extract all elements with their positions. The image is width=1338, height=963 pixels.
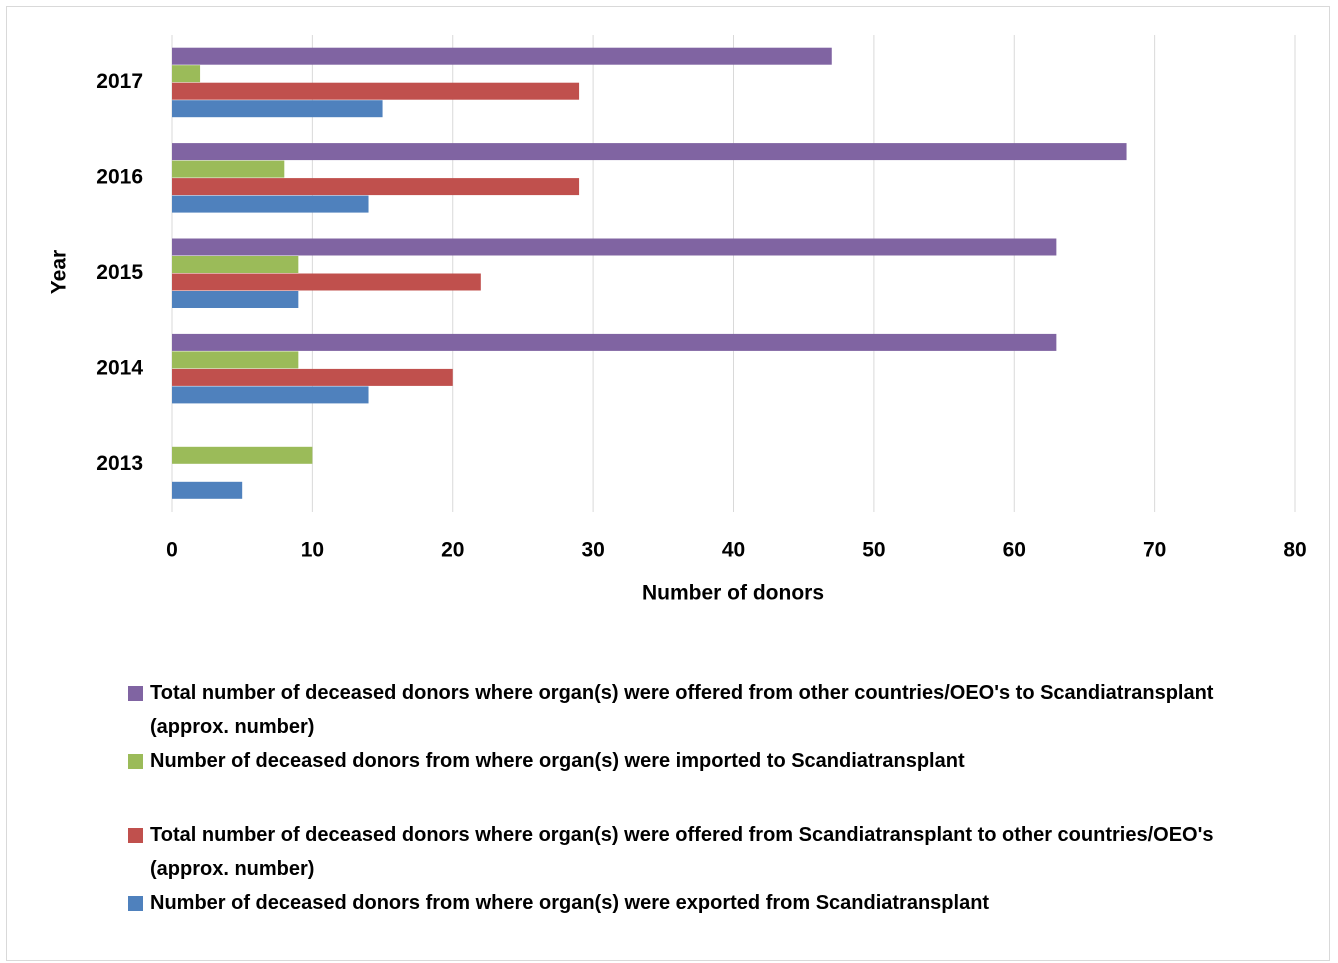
bar	[172, 238, 1057, 256]
y-tick-label: 2015	[96, 261, 143, 284]
bar	[172, 386, 369, 404]
x-tick-label: 20	[441, 539, 464, 562]
y-tick-label: 2016	[96, 166, 143, 189]
bar	[172, 333, 1057, 351]
x-tick-label: 40	[722, 539, 745, 562]
bar	[172, 351, 299, 369]
legend-item: Total number of deceased donors where or…	[128, 818, 1278, 886]
y-axis-title: Year	[48, 250, 71, 294]
legend-item: Number of deceased donors from where org…	[128, 886, 1278, 920]
bar	[172, 291, 299, 308]
bar	[172, 160, 285, 178]
legend-label: Number of deceased donors from where org…	[150, 892, 990, 914]
bar	[172, 256, 299, 273]
bar	[172, 368, 453, 386]
bar	[172, 82, 580, 100]
bar	[172, 178, 580, 196]
legend-swatch	[128, 754, 143, 769]
bar	[172, 100, 383, 118]
bar	[172, 47, 832, 65]
legend-swatch	[128, 686, 143, 701]
legend-label: Number of deceased donors from where org…	[150, 750, 965, 772]
x-tick-label: 50	[862, 539, 885, 562]
legend-label: Total number of deceased donors where or…	[150, 682, 1214, 738]
legend-item: Number of deceased donors from where org…	[128, 744, 1278, 778]
y-tick-label: 2017	[96, 70, 143, 93]
chart-frame	[6, 6, 1330, 961]
x-tick-label: 60	[1003, 539, 1026, 562]
y-tick-label: 2014	[96, 356, 143, 379]
x-tick-label: 10	[301, 539, 324, 562]
bar	[172, 273, 481, 291]
x-tick-label: 30	[581, 539, 604, 562]
legend: Total number of deceased donors where or…	[128, 676, 1278, 920]
legend-swatch	[128, 896, 143, 911]
legend-label: Total number of deceased donors where or…	[150, 824, 1214, 880]
bar	[172, 195, 369, 213]
x-tick-label: 80	[1283, 539, 1306, 562]
bar	[172, 446, 313, 464]
legend-item: Total number of deceased donors where or…	[128, 676, 1278, 744]
legend-swatch	[128, 828, 143, 843]
y-tick-label: 2013	[96, 452, 143, 475]
x-tick-label: 70	[1143, 539, 1166, 562]
x-tick-label: 0	[166, 539, 178, 562]
x-axis-title: Number of donors	[642, 582, 824, 605]
bar	[172, 143, 1127, 161]
bar	[172, 481, 243, 499]
bar	[172, 65, 201, 83]
